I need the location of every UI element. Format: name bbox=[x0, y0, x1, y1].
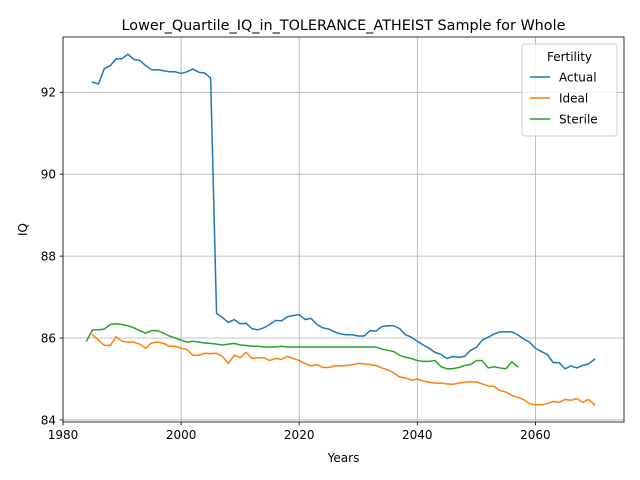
plot-area-frame bbox=[62, 36, 625, 423]
series-line-sterile bbox=[85, 322, 519, 370]
series-lines bbox=[85, 53, 596, 406]
chart-title: Lower_Quartile_IQ_in_TOLERANCE_ATHEIST S… bbox=[122, 18, 566, 34]
legend-label-ideal: Ideal bbox=[559, 91, 588, 105]
legend-box bbox=[521, 43, 618, 137]
legend-label-actual: Actual bbox=[559, 70, 597, 84]
y-axis-label: IQ bbox=[16, 223, 30, 236]
x-tick-label: 2040 bbox=[402, 428, 433, 442]
x-axis-ticks: 1980 2000 2020 2040 2060 bbox=[48, 422, 551, 442]
y-tick-label: 84 bbox=[41, 413, 56, 427]
x-tick-label: 2060 bbox=[520, 428, 551, 442]
legend-items: Actual Ideal Sterile bbox=[530, 70, 598, 126]
y-tick-label: 88 bbox=[41, 249, 56, 263]
y-tick-label: 90 bbox=[41, 168, 56, 182]
y-axis-ticks: 84 86 88 90 92 bbox=[41, 86, 63, 427]
x-tick-label: 2000 bbox=[166, 428, 197, 442]
x-axis-label: Years bbox=[327, 451, 360, 465]
series-line-actual bbox=[91, 53, 596, 370]
y-tick-label: 92 bbox=[41, 86, 56, 100]
legend-title: Fertility bbox=[547, 50, 592, 64]
legend: Fertility Actual Ideal Sterile bbox=[521, 43, 618, 137]
series-line-ideal bbox=[91, 333, 596, 406]
y-tick-label: 86 bbox=[41, 331, 56, 345]
legend-label-sterile: Sterile bbox=[559, 112, 598, 126]
x-tick-label: 1980 bbox=[48, 428, 79, 442]
x-tick-label: 2020 bbox=[284, 428, 315, 442]
